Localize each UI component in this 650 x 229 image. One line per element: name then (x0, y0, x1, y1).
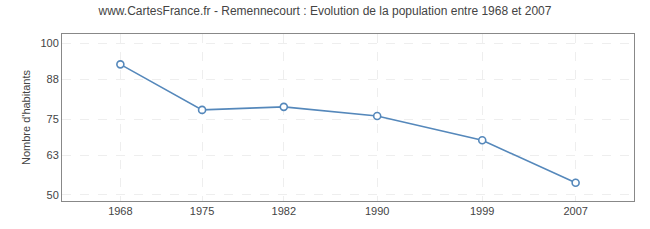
svg-text:2007: 2007 (563, 205, 587, 217)
svg-text:1999: 1999 (470, 205, 494, 217)
svg-text:1982: 1982 (272, 205, 296, 217)
svg-text:88: 88 (47, 73, 59, 85)
svg-text:63: 63 (47, 149, 59, 161)
svg-text:50: 50 (47, 189, 59, 201)
svg-text:1975: 1975 (190, 205, 214, 217)
svg-text:100: 100 (40, 37, 58, 49)
svg-text:www.CartesFrance.fr - Remennec: www.CartesFrance.fr - Remennecourt : Evo… (98, 4, 552, 18)
svg-text:1990: 1990 (365, 205, 389, 217)
svg-text:1968: 1968 (108, 205, 132, 217)
svg-text:75: 75 (47, 113, 59, 125)
svg-text:Nombre d'habitants: Nombre d'habitants (20, 69, 32, 165)
